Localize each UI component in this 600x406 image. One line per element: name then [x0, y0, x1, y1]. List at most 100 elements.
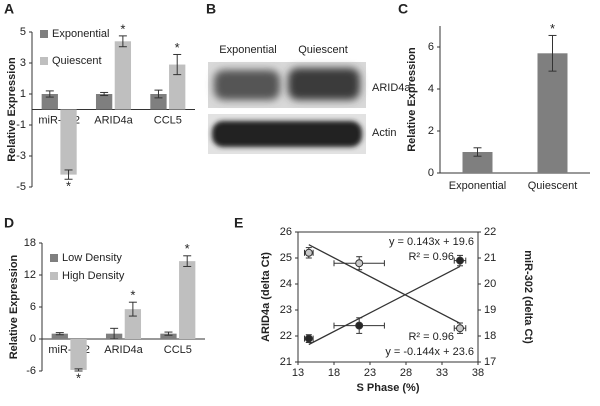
error-bar: [154, 89, 163, 99]
blot-row-label: Actin: [372, 127, 396, 139]
bar: [537, 53, 568, 173]
y-tick-label: 0: [30, 333, 36, 345]
trendline-r2: R² = 0.96: [408, 251, 454, 263]
y-tick-label: 5: [20, 26, 26, 38]
bar: [51, 333, 68, 339]
significance-marker: *: [550, 21, 555, 36]
legend-swatch: [50, 254, 58, 262]
legend-label: Low Density: [62, 252, 122, 264]
point: [355, 259, 364, 268]
bar: [114, 41, 132, 110]
trendline-equation: y = 0.143x + 19.6: [389, 236, 474, 248]
blot-row-label: ARID4a: [372, 82, 411, 94]
blot-panel: B Exponential Quiescent ARID4a Actin: [206, 1, 411, 154]
error-bar: [45, 90, 54, 98]
legend-label: Exponential: [52, 28, 110, 40]
error-bar: [100, 91, 109, 97]
x-axis-title: S Phase (%): [357, 382, 420, 394]
significance-marker: *: [185, 241, 190, 256]
y-tick-label: 0: [428, 167, 434, 179]
error-bar: [74, 368, 83, 372]
error-bar: [110, 327, 119, 340]
x-tick-label: 33: [436, 367, 448, 379]
bar: [124, 309, 142, 339]
trendline-equation: y = -0.144x + 23.6: [385, 346, 474, 358]
y-tick-label: -5: [16, 181, 26, 193]
bar: [462, 152, 493, 173]
panel-label: E: [234, 215, 243, 231]
bar: [70, 339, 87, 370]
y2-tick-label: 21: [484, 252, 496, 264]
y2-axis-title: miR-302 (delta Ct): [522, 250, 534, 344]
error-bar: [173, 53, 182, 76]
significance-marker: *: [175, 40, 180, 55]
point: [304, 248, 313, 257]
y-axis-title: Relative Expression: [6, 57, 18, 162]
error-bar: [55, 332, 64, 336]
blot-band: [212, 121, 362, 147]
trendline: [308, 244, 461, 324]
panel-label: B: [206, 1, 216, 17]
y-tick-label: 12: [24, 269, 36, 281]
y-tick-label: 1: [20, 88, 26, 100]
x-tick-label: 38: [472, 367, 484, 379]
x-tick-label: 13: [292, 367, 304, 379]
legend-swatch: [50, 272, 58, 280]
y-tick-label: 6: [428, 41, 434, 53]
error-bar: [64, 169, 73, 180]
x-tick-label: Quiescent: [528, 180, 578, 192]
y-tick-label: 26: [280, 226, 292, 238]
y-tick-label: 2: [428, 125, 434, 137]
significance-marker: *: [66, 179, 71, 194]
blot-column-label: Exponential: [219, 44, 277, 56]
significance-marker: *: [130, 288, 135, 303]
bar: [150, 94, 167, 110]
point: [456, 256, 464, 265]
bar: [41, 94, 58, 110]
point: [456, 324, 464, 333]
error-bar: [183, 255, 192, 267]
y-tick-label: 22: [280, 330, 292, 342]
bar: [169, 64, 186, 110]
legend-label: Quiescent: [52, 55, 102, 67]
y-tick-label: -3: [16, 150, 26, 162]
blot-band: [214, 70, 280, 100]
legend-swatch: [40, 30, 48, 38]
y2-tick-label: 19: [484, 304, 496, 316]
y-axis-title: Relative Expression: [8, 254, 20, 359]
y-tick-label: 24: [280, 278, 292, 290]
trendline: [308, 265, 461, 346]
y-tick-label: 18: [24, 237, 36, 249]
x-tick-label: Exponential: [449, 180, 507, 192]
blot-column-label: Quiescent: [298, 44, 348, 56]
significance-marker: *: [120, 21, 125, 36]
y2-tick-label: 22: [484, 226, 496, 238]
point: [304, 334, 313, 343]
bar: [60, 109, 77, 175]
error-bar: [164, 331, 173, 336]
significance-marker: *: [76, 370, 81, 385]
panel-label: A: [4, 1, 14, 17]
error-bar: [118, 35, 127, 48]
y-axis-title: Relative Expression: [406, 47, 418, 152]
bar: [95, 94, 113, 110]
error-bar: [548, 34, 557, 72]
trendline-r2: R² = 0.96: [408, 331, 454, 343]
x-tick-label: ARID4a: [104, 344, 143, 356]
y-tick-label: 6: [30, 301, 36, 313]
x-tick-label: CCL5: [164, 344, 192, 356]
point: [355, 321, 364, 330]
x-tick-label: ARID4a: [94, 114, 133, 126]
y-tick-label: -6: [26, 365, 36, 377]
x-tick-label: 28: [400, 367, 412, 379]
bar: [179, 261, 196, 339]
y-tick-label: 4: [428, 83, 434, 95]
blot-band: [288, 68, 360, 100]
y-tick-label: 21: [280, 356, 292, 368]
y2-tick-label: 18: [484, 330, 496, 342]
y-tick-label: 23: [280, 304, 292, 316]
y-tick-label: -1: [16, 119, 26, 131]
panel-label: D: [4, 215, 14, 231]
y-tick-label: 25: [280, 252, 292, 264]
x-tick-label: CCL5: [154, 114, 182, 126]
